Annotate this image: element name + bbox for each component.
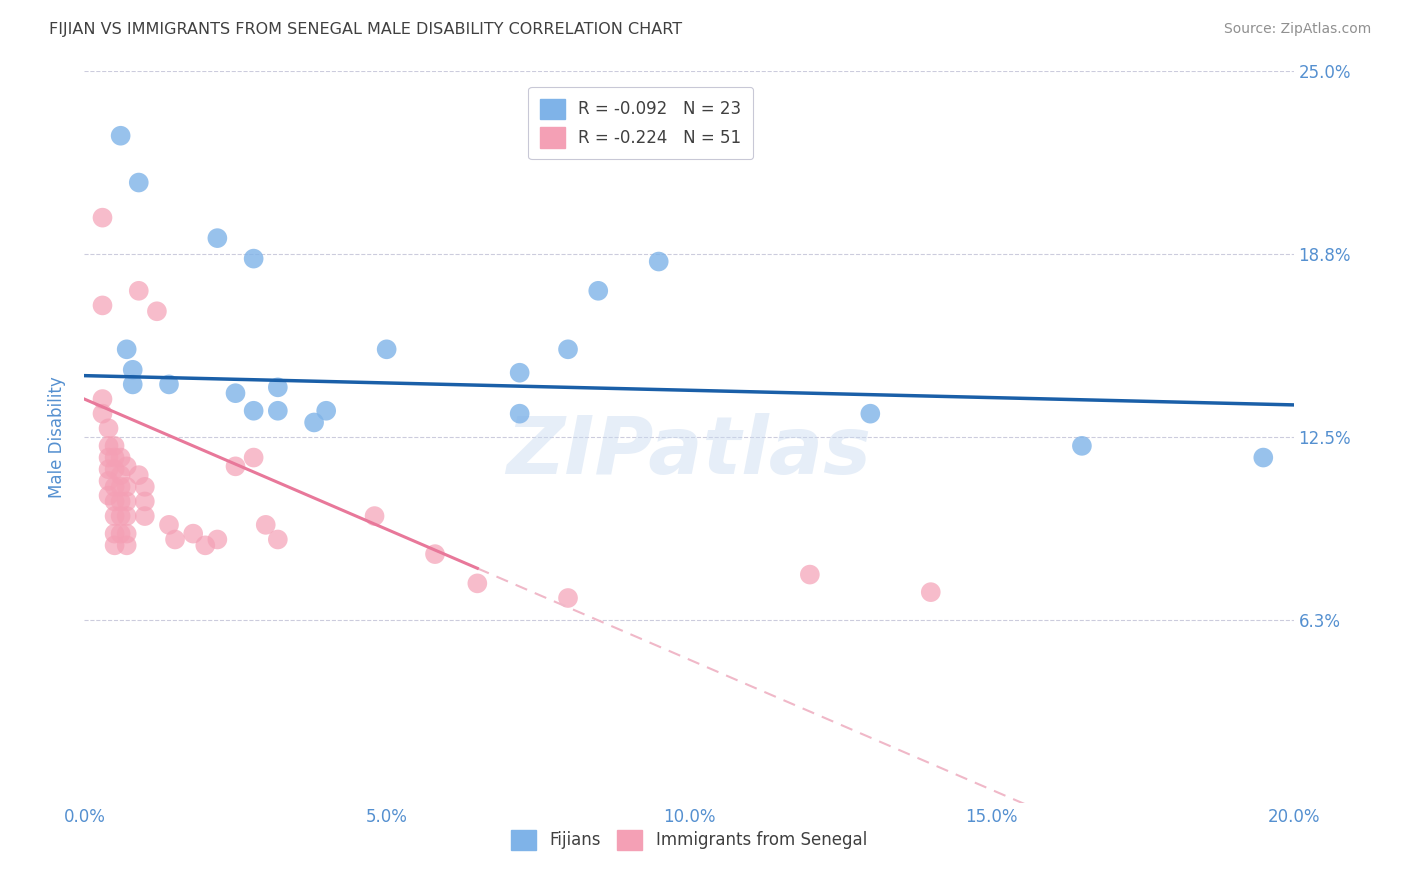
Point xyxy=(242,450,264,465)
Point xyxy=(242,403,264,417)
Point xyxy=(115,480,138,494)
Point xyxy=(115,494,138,508)
Text: Source: ZipAtlas.com: Source: ZipAtlas.com xyxy=(1223,22,1371,37)
Point xyxy=(557,343,579,357)
Point xyxy=(115,509,138,524)
Point xyxy=(165,533,187,547)
Point xyxy=(104,538,127,552)
Point xyxy=(859,407,882,421)
Point xyxy=(91,392,114,406)
Point xyxy=(97,462,120,476)
Point xyxy=(97,439,120,453)
Point xyxy=(267,380,290,394)
Point xyxy=(128,176,150,190)
Point xyxy=(181,526,204,541)
Point xyxy=(91,298,114,312)
Point xyxy=(920,585,942,599)
Point xyxy=(110,450,132,465)
Point xyxy=(110,128,132,143)
Point xyxy=(104,526,127,541)
Point xyxy=(104,462,127,476)
Point xyxy=(1071,439,1094,453)
Point xyxy=(467,576,489,591)
Point xyxy=(134,480,156,494)
Point xyxy=(207,231,229,245)
Point xyxy=(207,533,229,547)
Point xyxy=(121,363,143,377)
Point xyxy=(97,474,120,488)
Point xyxy=(134,509,156,524)
Point xyxy=(97,489,120,503)
Point xyxy=(128,468,150,483)
Point xyxy=(157,377,180,392)
Point xyxy=(194,538,217,552)
Point xyxy=(799,567,821,582)
Point xyxy=(104,494,127,508)
Point xyxy=(509,366,531,380)
Point xyxy=(315,403,337,417)
Point xyxy=(110,494,132,508)
Point xyxy=(115,343,138,357)
Point xyxy=(267,533,290,547)
Point xyxy=(254,517,277,532)
Point xyxy=(648,254,671,268)
Point xyxy=(588,284,610,298)
Point xyxy=(225,386,247,401)
Point xyxy=(110,480,132,494)
Point xyxy=(363,509,385,524)
Point xyxy=(509,407,531,421)
Point xyxy=(225,459,247,474)
Point xyxy=(110,526,132,541)
Point xyxy=(121,377,143,392)
Point xyxy=(423,547,446,561)
Point xyxy=(104,450,127,465)
Point xyxy=(104,509,127,524)
Point xyxy=(91,407,114,421)
Point xyxy=(110,509,132,524)
Point xyxy=(115,526,138,541)
Point xyxy=(91,211,114,225)
Point xyxy=(157,517,180,532)
Point xyxy=(242,252,264,266)
Point xyxy=(115,538,138,552)
Text: ZIPatlas: ZIPatlas xyxy=(506,413,872,491)
Y-axis label: Male Disability: Male Disability xyxy=(48,376,66,498)
Text: FIJIAN VS IMMIGRANTS FROM SENEGAL MALE DISABILITY CORRELATION CHART: FIJIAN VS IMMIGRANTS FROM SENEGAL MALE D… xyxy=(49,22,682,37)
Point xyxy=(104,480,127,494)
Point xyxy=(146,304,169,318)
Point xyxy=(97,450,120,465)
Point xyxy=(128,284,150,298)
Point xyxy=(134,494,156,508)
Point xyxy=(1253,450,1275,465)
Legend: Fijians, Immigrants from Senegal: Fijians, Immigrants from Senegal xyxy=(505,823,873,856)
Point xyxy=(267,403,290,417)
Point xyxy=(302,416,325,430)
Point xyxy=(104,439,127,453)
Point xyxy=(375,343,398,357)
Point xyxy=(110,468,132,483)
Point xyxy=(115,459,138,474)
Point xyxy=(97,421,120,435)
Point xyxy=(557,591,579,605)
